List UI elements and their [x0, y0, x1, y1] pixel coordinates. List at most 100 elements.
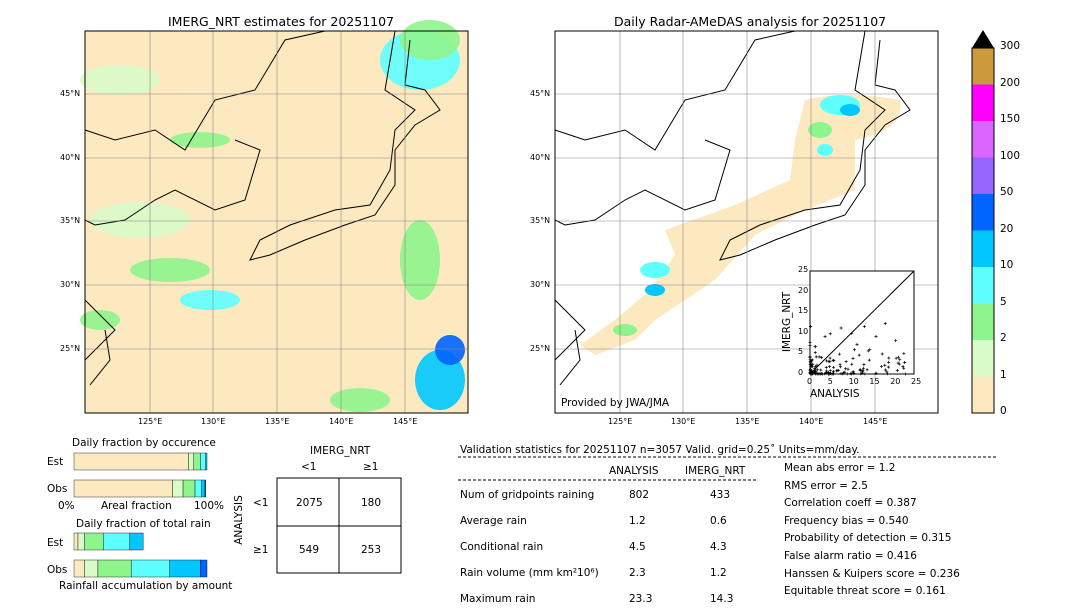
- scatter-point: [887, 360, 891, 364]
- score: Equitable threat score = 0.161: [784, 585, 946, 598]
- scatter-point: [832, 370, 836, 374]
- scatter-point: [902, 352, 906, 356]
- cell: 253: [361, 544, 382, 556]
- stats-header: Validation statistics for 20251107 n=305…: [460, 444, 860, 456]
- rain-area: [840, 104, 860, 116]
- scatter-point: [813, 345, 817, 349]
- scatter-point: [839, 326, 843, 330]
- lat-tick: 45°N: [60, 89, 81, 98]
- scatter-point: [866, 349, 870, 353]
- lat-tick: 25°N: [60, 344, 81, 353]
- scatter-point: [901, 364, 905, 368]
- rain-area: [400, 20, 460, 60]
- rain-area: [80, 65, 160, 95]
- scatter-point: [852, 371, 856, 375]
- score: Mean abs error = 1.2: [784, 462, 896, 474]
- scatter-point: [814, 364, 818, 368]
- score: Correlation coeff = 0.387: [784, 497, 917, 510]
- rain-area: [170, 132, 230, 148]
- scatter-point: [832, 358, 836, 362]
- lat-tick: 40°N: [530, 153, 551, 162]
- colorbar-segment: [972, 340, 994, 377]
- scatter-point: [895, 369, 899, 373]
- scatter-point: [843, 370, 847, 374]
- scatter-point: [816, 372, 820, 376]
- scatter-point: [903, 361, 907, 365]
- occurrence-obs-segment: [182, 479, 196, 498]
- scatter-point: [844, 360, 848, 364]
- scatter-point: [887, 365, 891, 369]
- scatter-point: [894, 339, 898, 343]
- scatter-point: [849, 372, 853, 376]
- lon-tick: 135°E: [265, 417, 290, 426]
- scatter-point: [852, 348, 856, 352]
- col-header: <1: [301, 461, 317, 473]
- colorbar-segment: [972, 84, 994, 121]
- label-obs: Obs: [47, 564, 68, 576]
- occurrence-xlabel: Areal fraction: [101, 500, 172, 512]
- colorbar-frame: [971, 47, 995, 414]
- stat-label: Average rain: [460, 515, 527, 527]
- stat-analysis: 1.2: [629, 515, 646, 527]
- stat-imerg: 14.3: [710, 593, 734, 605]
- scatter-point: [827, 365, 831, 369]
- occurrence-obs-segment: [194, 479, 202, 498]
- scatter-point: [886, 372, 890, 376]
- colorbar-label: 300: [1000, 40, 1021, 52]
- rain-obs-segment: [73, 559, 85, 578]
- rain-est-segment: [77, 532, 85, 551]
- map-frame: [554, 30, 939, 414]
- inset-y-tick: 10: [798, 326, 809, 336]
- scatter-point: [845, 372, 849, 376]
- lon-tick: 145°E: [393, 417, 418, 426]
- coastline: [719, 30, 911, 261]
- scatter-point: [851, 356, 855, 360]
- rain-area: [808, 122, 832, 138]
- scatter-point: [809, 324, 813, 328]
- lat-tick: 35°N: [60, 216, 81, 225]
- stats-col: ANALYSIS: [609, 465, 659, 477]
- colorbar-label: 50: [1000, 186, 1014, 198]
- scatter-point: [824, 370, 828, 374]
- scatter-point: [844, 367, 848, 371]
- lon-tick: 145°E: [863, 417, 888, 426]
- rain-est-segment: [84, 532, 104, 551]
- rain-area: [90, 202, 190, 238]
- cell: 180: [361, 497, 382, 509]
- rain-area: [640, 262, 670, 278]
- scatter-point: [809, 362, 813, 366]
- stat-label: Num of gridpoints raining: [460, 489, 595, 501]
- colorbar-label: 150: [1000, 113, 1021, 125]
- inset-y-tick: 0: [798, 368, 804, 377]
- scatter-point: [827, 359, 831, 363]
- one-to-one-line: [809, 270, 915, 375]
- scatter-point: [896, 355, 900, 359]
- colorbar-segment: [972, 121, 994, 158]
- scatter-point: [883, 322, 887, 326]
- stat-imerg: 4.3: [710, 541, 727, 553]
- scatter-point: [819, 368, 823, 372]
- rain-obs-segment: [130, 559, 170, 578]
- scatter-point: [894, 356, 898, 360]
- stats-col: IMERG_NRT: [685, 465, 746, 477]
- scatter-point: [838, 365, 842, 369]
- scatter-point: [810, 372, 814, 376]
- score: Frequency bias = 0.540: [784, 514, 909, 527]
- scatter-point: [887, 356, 891, 360]
- lon-tick: 140°E: [799, 417, 824, 426]
- colorbar-segment: [972, 267, 994, 304]
- scatter-point: [874, 334, 878, 338]
- scatter-point: [897, 362, 901, 366]
- scatter-point: [874, 371, 878, 375]
- col-header: ≥1: [363, 461, 379, 473]
- scatter-point: [885, 370, 889, 374]
- rain-est-segment: [129, 532, 144, 551]
- lat-tick: 45°N: [530, 89, 551, 98]
- occurrence-est-segment: [200, 452, 206, 471]
- rain-area: [330, 388, 390, 412]
- scatter-point: [862, 363, 866, 367]
- scatter-point: [880, 352, 884, 356]
- rain-obs-segment: [97, 559, 132, 578]
- occurrence-est-segment: [193, 452, 201, 471]
